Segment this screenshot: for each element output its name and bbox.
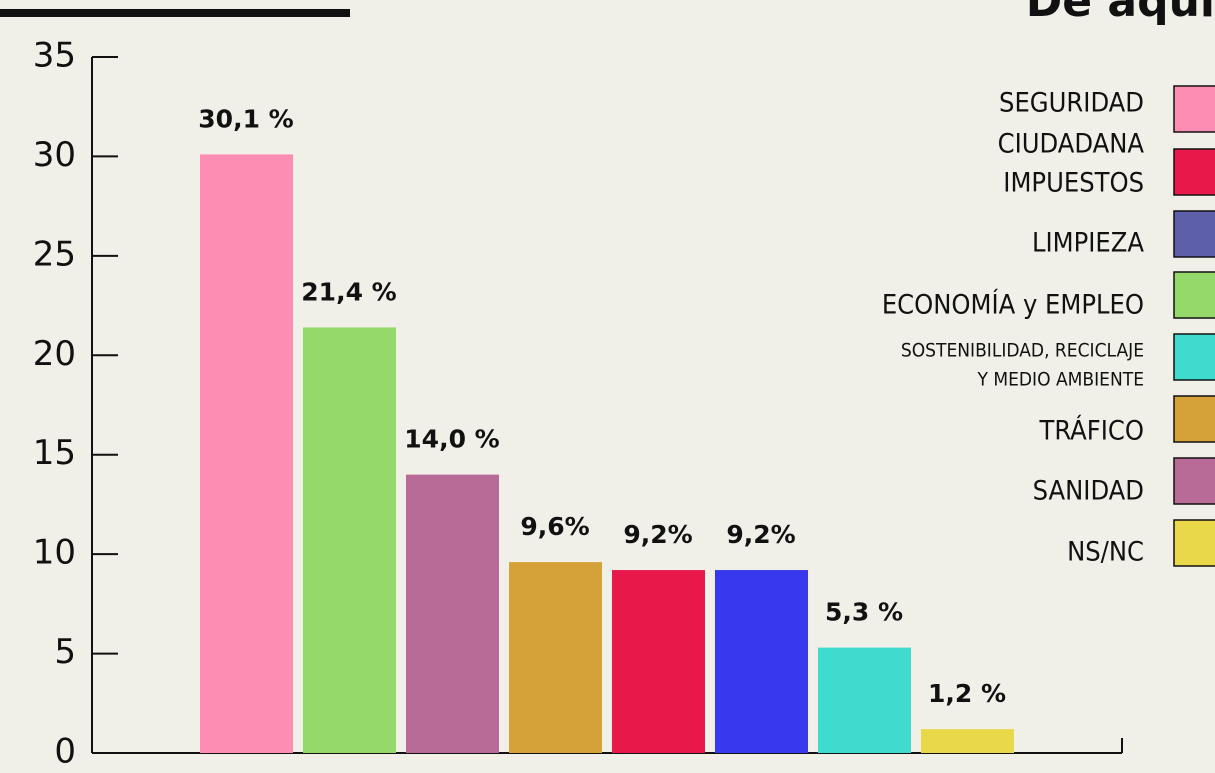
y-tick-label: 10 [33,533,76,573]
bar [303,327,396,753]
legend-swatch [1173,85,1215,133]
legend-swatch [1173,210,1215,258]
y-tick-label: 35 [33,36,76,76]
bar [715,570,808,753]
bar [509,562,602,753]
legend-swatch [1173,519,1215,567]
legend-label: ECONOMÍA y EMPLEO [882,289,1144,321]
bar [406,474,499,753]
value-label: 30,1 % [198,104,293,133]
value-label: 1,2 % [928,679,1006,708]
legend-label: NS/NC [1067,537,1144,568]
y-tick-label: 30 [33,135,76,175]
y-tick-label: 20 [33,334,76,374]
header-rule [0,9,350,17]
legend-swatch [1173,395,1215,443]
bar [612,570,705,753]
legend-label: SANIDAD [1033,476,1144,507]
y-tick-label: 0 [54,732,76,772]
legend-label: CIUDADANA [998,129,1145,160]
logo: De aqui [1026,0,1215,27]
legend-label: TRÁFICO [1039,415,1144,447]
y-tick-label: 25 [33,234,76,274]
legend-label: IMPUESTOS [1003,168,1144,199]
value-label: 14,0 % [404,425,499,454]
legend-label: SEGURIDAD [999,88,1144,119]
value-label: 5,3 % [825,598,903,627]
legend-swatch [1173,457,1215,505]
legend-swatch [1173,148,1215,196]
legend-label: LIMPIEZA [1032,228,1144,259]
bar [200,154,293,753]
legend-swatch [1173,271,1215,319]
bar [921,729,1014,753]
value-label: 9,6% [520,512,589,541]
legend-swatch [1173,333,1215,381]
value-label: 9,2% [726,520,795,549]
legend-label: Y MEDIO AMBIENTE [976,369,1144,391]
y-tick-label: 5 [54,632,76,672]
legend-label: SOSTENIBILIDAD, RECICLAJE [901,340,1144,362]
value-label: 21,4 % [301,277,396,306]
bar [818,647,911,753]
y-tick-label: 15 [33,433,76,473]
value-label: 9,2% [623,520,692,549]
